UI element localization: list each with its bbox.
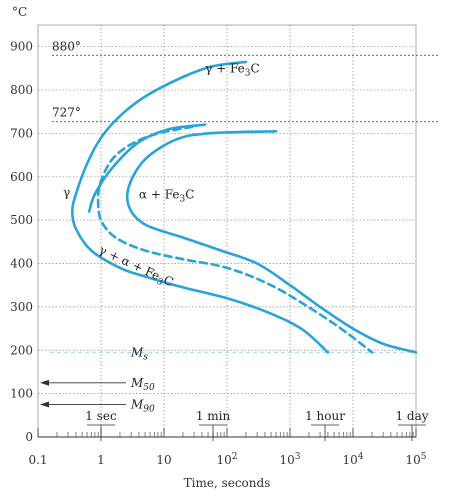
arrow-head-m50 [40, 379, 49, 386]
y-tick-label: 100 [10, 387, 33, 401]
x-tick-label: 102 [216, 452, 237, 467]
y-axis-unit: °C [12, 5, 27, 19]
x-axis-title: Time, seconds [184, 476, 271, 490]
time-marker-1-hour: 1 hour [305, 409, 345, 423]
y-tick-label: 900 [10, 40, 33, 54]
region-label-1: γ + Fe3C [205, 62, 260, 79]
region-label-2: γ [63, 185, 70, 199]
x-tick-label: 1 [97, 453, 105, 467]
x-tick-label: 10 [156, 453, 171, 467]
time-marker-1-day: 1 day [395, 409, 428, 423]
arrow-head-m90 [40, 401, 49, 408]
curve-4 [87, 123, 207, 213]
time-marker-1-sec: 1 sec [85, 409, 117, 423]
region-label-3: α + Fe3C [139, 187, 194, 204]
x-tick-label: 103 [279, 452, 300, 467]
arrow-label-m90: M90 [130, 397, 155, 414]
y-tick-label: 0 [25, 430, 33, 444]
arrow-label-m50: M50 [130, 376, 155, 393]
axes: 0.1 1 10 102 103 104 105 0 100 200 300 400 500 600 700… [10, 5, 429, 490]
y-tick-label: 600 [10, 170, 33, 184]
reference-lines: 880° 727° Ms M50 M90 [40, 39, 440, 414]
y-tick-label: 500 [10, 213, 33, 227]
temperature-label-727: 727° [52, 106, 81, 120]
y-tick-label: 800 [10, 83, 33, 97]
gridlines [37, 24, 417, 438]
temperature-label-880: 880° [52, 39, 81, 53]
curve-1 [71, 60, 330, 354]
curve-3 [125, 130, 418, 354]
transformation-curves [71, 60, 418, 354]
y-tick-label: 400 [10, 257, 33, 271]
x-tick-label: 104 [342, 452, 363, 467]
x-tick-label: 105 [405, 452, 426, 467]
region-label-4: γ + α + Fe3C [96, 243, 176, 292]
time-marker-1-min: 1 min [196, 409, 231, 423]
x-tick-label: 0.1 [28, 453, 47, 467]
y-tick-label: 700 [10, 126, 33, 140]
y-tick-label: 300 [10, 300, 33, 314]
ms-label: Ms [130, 345, 148, 362]
curve-2 [96, 125, 374, 354]
y-tick-label: 200 [10, 343, 33, 357]
